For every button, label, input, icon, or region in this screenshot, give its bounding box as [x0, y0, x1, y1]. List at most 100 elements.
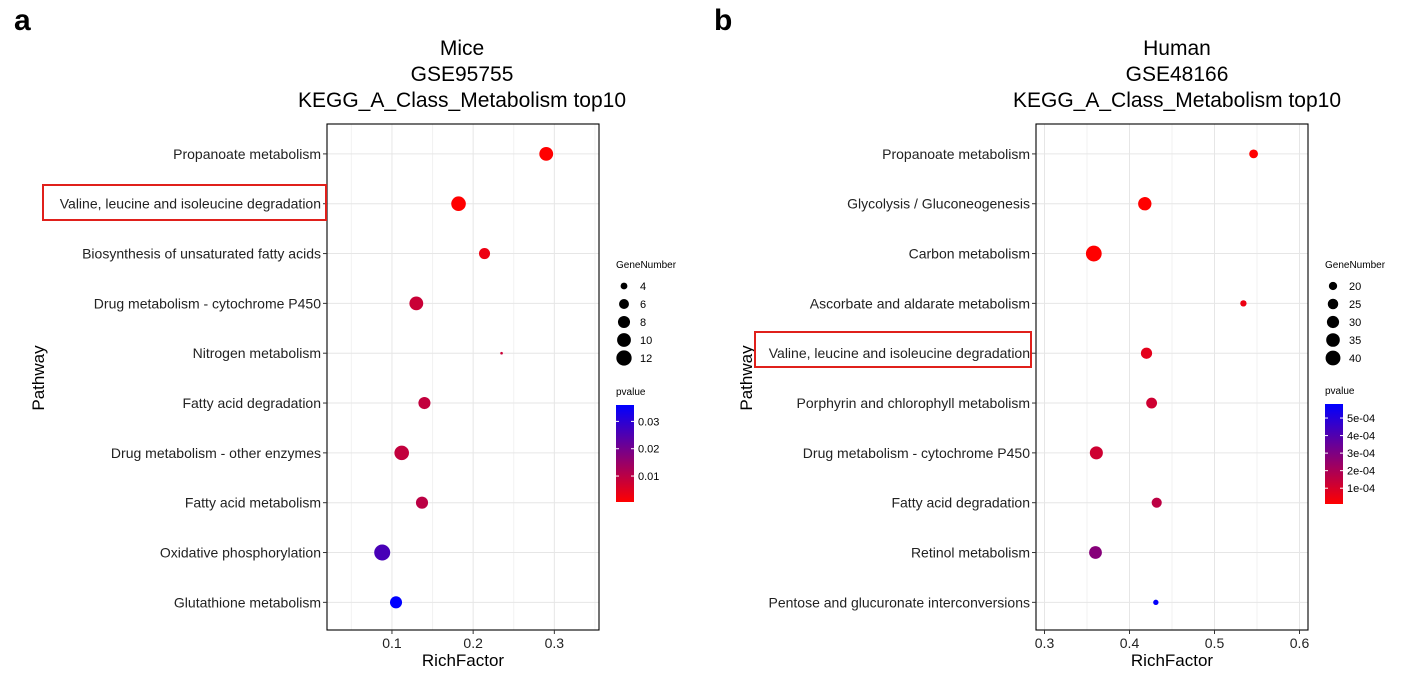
- color-legend-label: 5e-04: [1347, 413, 1375, 425]
- chart-title-line: KEGG_A_Class_Metabolism top10: [1013, 89, 1341, 112]
- size-legend-title: GeneNumber: [1325, 260, 1386, 271]
- size-legend-label: 25: [1349, 299, 1361, 311]
- x-tick-label: 0.3: [1035, 635, 1055, 651]
- data-point: [1146, 397, 1158, 409]
- size-legend-label: 12: [640, 353, 652, 365]
- size-legend-label: 4: [640, 281, 646, 293]
- color-legend-label: 0.03: [638, 416, 659, 428]
- data-point: [394, 445, 409, 461]
- data-point: [1153, 599, 1159, 606]
- color-legend-title: pvalue: [1325, 386, 1355, 397]
- size-legend-label: 30: [1349, 317, 1361, 329]
- data-point: [500, 351, 503, 355]
- y-tick-label: Fatty acid degradation: [891, 495, 1030, 511]
- size-legend-key: [620, 282, 628, 290]
- color-legend-label: 0.02: [638, 444, 659, 456]
- color-legend-bar: [1325, 404, 1343, 504]
- y-axis-title: Pathway: [29, 345, 48, 411]
- chart-title-line: KEGG_A_Class_Metabolism top10: [298, 89, 626, 112]
- data-point: [418, 396, 431, 410]
- data-point: [389, 596, 403, 609]
- color-legend-title: pvalue: [616, 387, 646, 398]
- data-point: [1240, 300, 1247, 307]
- data-point: [374, 544, 391, 561]
- data-point: [539, 146, 554, 161]
- plot-border: [326, 123, 600, 631]
- y-axis-title: Pathway: [737, 345, 756, 411]
- y-tick-label: Glycolysis / Gluconeogenesis: [847, 196, 1030, 212]
- size-legend-key: [617, 333, 631, 347]
- size-legend-key: [1327, 298, 1339, 310]
- size-legend-key: [1328, 281, 1338, 291]
- x-axis-title: RichFactor: [422, 651, 505, 670]
- data-point: [1089, 446, 1103, 460]
- data-point: [415, 496, 429, 509]
- color-legend-label: 4e-04: [1347, 431, 1375, 443]
- panel-label: a: [14, 4, 31, 37]
- color-legend-label: 3e-04: [1347, 448, 1375, 460]
- y-tick-label: Propanoate metabolism: [882, 146, 1030, 162]
- y-tick-label: Ascorbate and aldarate metabolism: [810, 295, 1030, 311]
- y-tick-label: Retinol metabolism: [911, 545, 1030, 561]
- y-tick-label: Propanoate metabolism: [173, 146, 321, 162]
- y-tick-label: Nitrogen metabolism: [193, 345, 321, 361]
- size-legend-label: 20: [1349, 281, 1361, 293]
- size-legend-key: [619, 299, 629, 309]
- y-tick-label: Drug metabolism - cytochrome P450: [803, 445, 1030, 461]
- size-legend-label: 10: [640, 335, 652, 347]
- size-legend-key: [617, 315, 631, 329]
- y-tick-label: Fatty acid metabolism: [185, 495, 321, 511]
- chart-title-line: Human: [1143, 37, 1211, 60]
- size-legend-title: GeneNumber: [616, 260, 677, 271]
- size-legend-key: [1326, 333, 1340, 347]
- data-point: [451, 196, 466, 212]
- size-legend-key: [1325, 350, 1341, 366]
- color-legend-bar: [616, 405, 634, 502]
- size-legend-label: 6: [640, 299, 646, 311]
- color-legend-label: 0.01: [638, 471, 659, 483]
- size-legend-label: 8: [640, 317, 646, 329]
- y-tick-label: Drug metabolism - other enzymes: [111, 445, 321, 461]
- y-tick-label: Valine, leucine and isoleucine degradati…: [769, 345, 1030, 361]
- x-tick-label: 0.6: [1290, 635, 1310, 651]
- y-tick-label: Drug metabolism - cytochrome P450: [94, 295, 321, 311]
- x-tick-label: 0.1: [382, 635, 402, 651]
- data-point: [409, 296, 424, 311]
- data-point: [1249, 149, 1259, 159]
- data-point: [1151, 497, 1162, 508]
- size-legend-label: 35: [1349, 335, 1361, 347]
- chart-title-line: GSE48166: [1126, 63, 1229, 86]
- y-tick-label: Biosynthesis of unsaturated fatty acids: [82, 246, 321, 262]
- size-legend-label: 40: [1349, 353, 1361, 365]
- data-point: [478, 248, 491, 260]
- y-tick-label: Porphyrin and chlorophyll metabolism: [797, 395, 1030, 411]
- plot-border: [1035, 123, 1309, 631]
- x-axis-title: RichFactor: [1131, 651, 1214, 670]
- color-legend-label: 2e-04: [1347, 466, 1375, 478]
- chart-panel-a: a Mice GSE95755 KEGG_A_Class_Metabolism top…: [14, 4, 677, 670]
- x-tick-label: 0.2: [463, 635, 483, 651]
- y-tick-label: Valine, leucine and isoleucine degradati…: [60, 196, 321, 212]
- x-tick-label: 0.5: [1205, 635, 1225, 651]
- chart-panel-b: b Human GSE48166 KEGG_A_Class_Metabolism to…: [714, 4, 1386, 670]
- y-tick-label: Oxidative phosphorylation: [160, 545, 321, 561]
- x-tick-label: 0.3: [545, 635, 565, 651]
- highlight-box: [42, 184, 327, 221]
- y-tick-label: Pentose and glucuronate interconversions: [768, 594, 1030, 610]
- panel-label: b: [714, 4, 732, 37]
- chart-title-line: GSE95755: [411, 63, 514, 86]
- size-legend-key: [616, 350, 632, 366]
- color-legend-label: 1e-04: [1347, 483, 1375, 495]
- x-tick-label: 0.4: [1120, 635, 1140, 651]
- size-legend-key: [1326, 315, 1340, 329]
- y-tick-label: Glutathione metabolism: [174, 594, 321, 610]
- chart-title-line: Mice: [440, 37, 484, 60]
- y-tick-label: Fatty acid degradation: [182, 395, 321, 411]
- data-point: [1089, 546, 1102, 559]
- data-point: [1140, 347, 1153, 359]
- highlight-box: [754, 331, 1032, 368]
- data-point: [1085, 245, 1102, 262]
- y-tick-label: Carbon metabolism: [909, 246, 1030, 262]
- data-point: [1138, 197, 1152, 211]
